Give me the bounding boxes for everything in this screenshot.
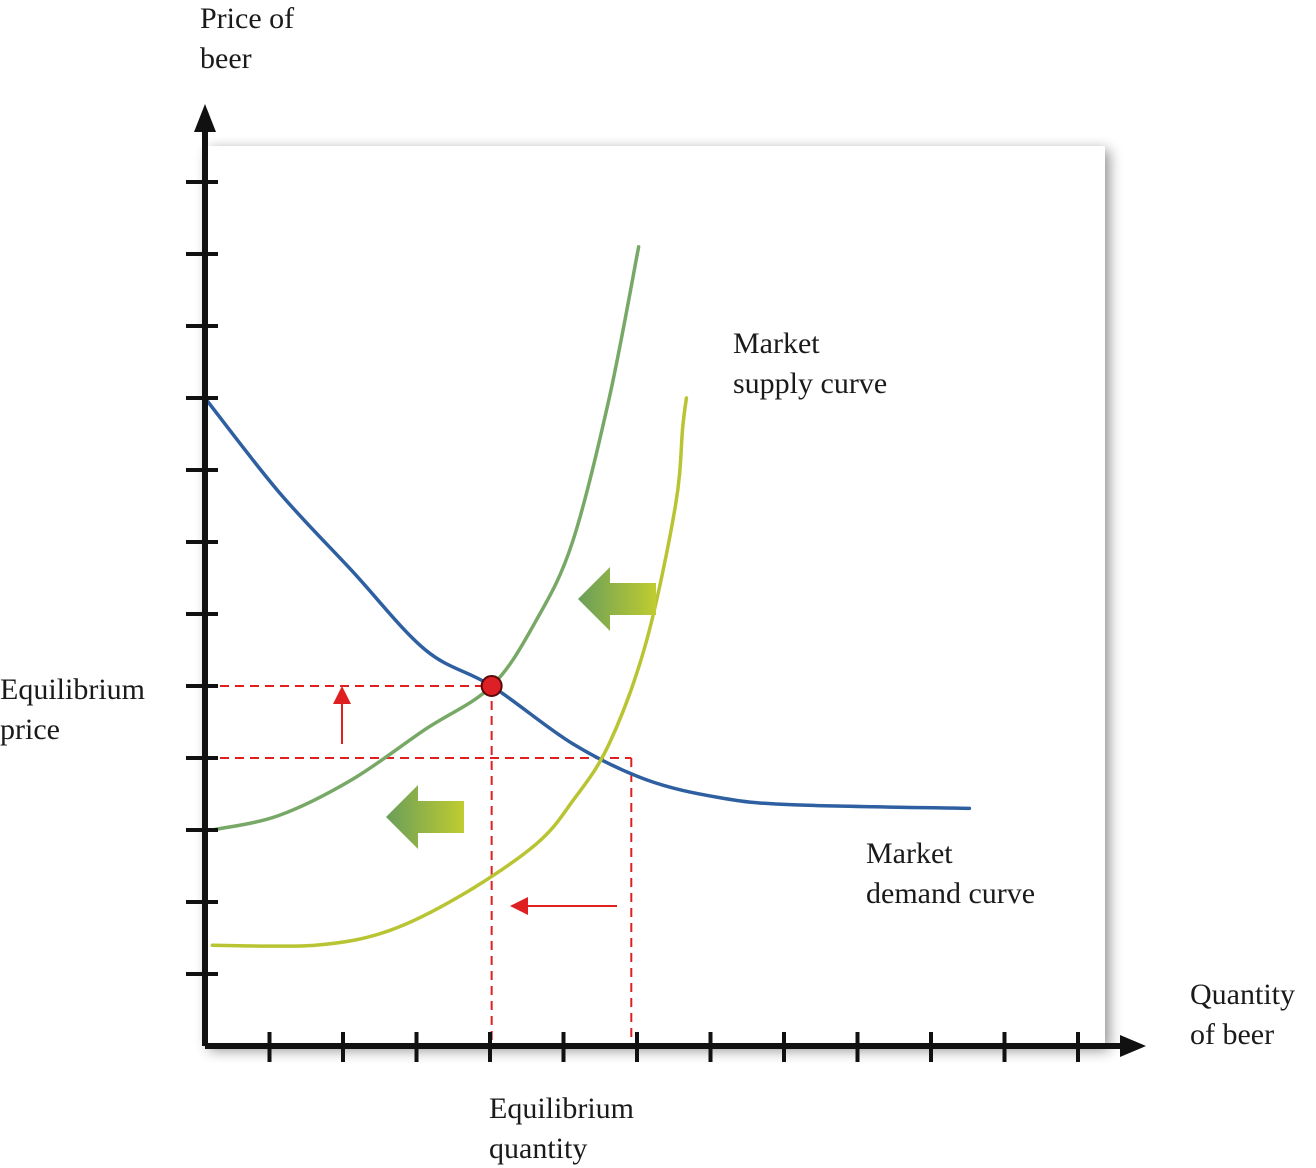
- series-layer: [203, 245, 972, 949]
- equilibrium-point: [480, 675, 503, 697]
- annotation-marks: [333, 567, 656, 915]
- y-axis-arrowhead: [194, 104, 216, 132]
- quantity-decrease-arrowhead: [510, 897, 528, 915]
- equilibrium-quantity-label: Equilibrium quantity: [489, 1092, 642, 1165]
- supply-curve: [210, 245, 641, 832]
- supply-shift-arrow-lower: [386, 785, 464, 849]
- original-supply-curve: [210, 396, 689, 949]
- x-axis-label: Quantity of beer: [1190, 978, 1303, 1051]
- axes-layer: [186, 104, 1146, 1062]
- supply-shift-arrow-upper: [578, 567, 656, 631]
- demand-curve: [203, 396, 972, 811]
- x-axis-arrowhead: [1120, 1035, 1146, 1057]
- y-axis-label: Price of beer: [200, 2, 302, 75]
- price-increase-arrowhead: [333, 686, 351, 704]
- supply-curve-label: Market supply curve: [733, 327, 887, 400]
- equilibrium-price-label: Equilibrium price: [0, 673, 153, 746]
- dashed-guides: [205, 685, 633, 1046]
- demand-curve-label: Market demand curve: [866, 837, 1035, 910]
